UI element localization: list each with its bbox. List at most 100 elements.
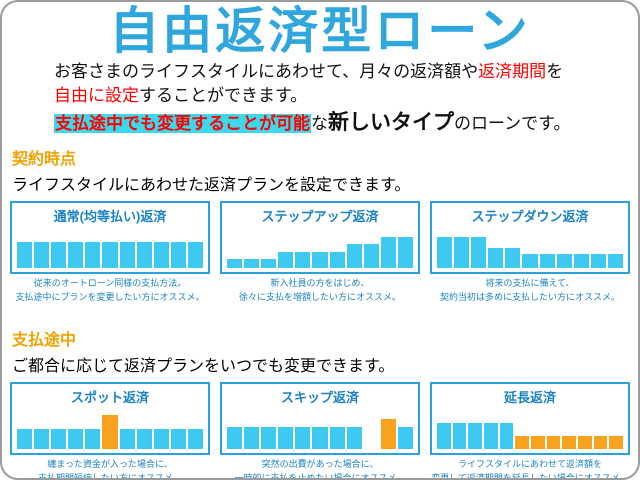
payment-bar: [578, 435, 592, 449]
payment-bar-chart: [222, 225, 418, 272]
payment-bar: [454, 237, 470, 269]
payment-bar: [380, 418, 396, 449]
intro-line-2: 自由に設定することができます。: [54, 84, 630, 108]
payment-bar: [452, 422, 467, 449]
payment-bar: [34, 428, 50, 449]
plan-caption-line: 契約当初は多めに支払したい方にオススメ。: [439, 292, 620, 302]
intro-line-3: 支払途中でも変更することが可能な新しいタイプのローンです。: [54, 108, 630, 138]
plan-caption-line: 一時的に支払を止めたい場合にオススメ。: [234, 472, 406, 480]
payment-bar: [153, 428, 169, 449]
payment-bar: [136, 428, 152, 449]
intro-segment-red: 返済期間: [478, 62, 547, 81]
plan-card-spot: スポット返済 纏まった資金が入った場合に、支払期間短縮したい方にオススメ。: [10, 381, 210, 480]
plan-card-box: スポット返済: [10, 381, 210, 455]
plan-card-step-down: ステップダウン返済 将来の支払に備えて、 契約当初は多めに支払したい方にオススメ。: [430, 201, 630, 305]
payment-bar: [170, 242, 186, 269]
plan-cards-row-2: スポット返済 纏まった資金が入った場合に、支払期間短縮したい方にオススメ。 スキ…: [10, 381, 630, 480]
plan-caption-line: 従来のオートローン同様の支払方法。: [33, 278, 187, 289]
plan-caption-line: 徐々に支払を増額したい方にオススメ。: [238, 292, 401, 302]
payment-bar: [187, 242, 204, 269]
plan-card-title: ステップダウン返済: [471, 209, 589, 225]
plan-card-title: スポット返済: [70, 389, 149, 405]
payment-bar: [68, 242, 84, 269]
plan-caption: 突然の出費があった場合に、一時的に支払を止めたい場合にオススメ。: [220, 458, 420, 480]
plan-caption-line: 突然の出費があった場合に、: [261, 458, 379, 469]
plan-caption-line: 支払途中にプランを変更したい方にオススメ。: [15, 292, 205, 302]
payment-bar: [593, 435, 608, 449]
section-mid-payment: 支払途中 ご都合に応じて返済プランをいつでも変更できます。 スポット返済 纏まっ…: [10, 326, 630, 480]
plan-caption: 従来のオートローン同様の支払方法。支払途中にプランを変更したい方にオススメ。: [10, 277, 210, 305]
payment-bar: [468, 422, 483, 449]
plan-caption-line: 支払期間短縮したい方にオススメ。: [37, 472, 182, 480]
section-contract-time: 契約時点 ライフスタイルにあわせた返済プランを設定できます。 通常(均等払い)返…: [10, 145, 630, 305]
payment-bar-chart: [12, 225, 208, 272]
payment-bar: [51, 428, 67, 449]
intro-line-1: お客さまのライフスタイルにあわせて、月々の返済額や返済期間を: [54, 60, 630, 84]
payment-bar: [244, 426, 260, 449]
payment-bar: [499, 422, 514, 449]
payment-bar: [244, 259, 260, 269]
plan-card-step-up: ステップアップ返済 新入社員の方をはじめ、徐々に支払を増額したい方にオススメ。: [220, 201, 420, 305]
plan-caption-line: 纏まった資金が入った場合に、: [47, 458, 173, 469]
payment-bar: [437, 237, 453, 269]
payment-bar: [609, 435, 624, 449]
payment-bar: [556, 254, 572, 269]
payment-bar: [187, 428, 204, 449]
plan-card-box: ステップダウン返済: [430, 201, 630, 275]
payment-bar: [312, 252, 328, 269]
plan-cards-row-1: 通常(均等払い)返済 従来のオートローン同様の支払方法。支払途中にプランを変更し…: [10, 201, 630, 305]
plan-caption-line: 変更して返済期間を延長したい場合にオススメ。: [431, 472, 629, 480]
payment-bar: [573, 254, 589, 269]
payment-bar: [102, 414, 118, 449]
plan-card-skip: スキップ返済 突然の出費があった場合に、一時的に支払を止めたい場合にオススメ。: [220, 381, 420, 480]
section-subheading: ライフスタイルにあわせた返済プランを設定できます。: [12, 177, 411, 195]
intro-segment: のローンです。: [454, 114, 571, 134]
payment-bar: [295, 426, 311, 449]
page-title: 自由返済型ローン: [109, 3, 531, 59]
payment-bar: [227, 426, 243, 449]
payment-bar-chart: [12, 406, 208, 453]
intro-segment: な: [311, 114, 328, 134]
plan-card-box: スキップ返済: [220, 381, 420, 455]
plan-caption: ライフスタイルにあわせて返済額を変更して返済期間を延長したい場合にオススメ。: [430, 458, 630, 480]
payment-bar: [136, 242, 152, 269]
payment-bar: [34, 242, 50, 269]
payment-bar: [261, 426, 277, 449]
plan-card-normal: 通常(均等払い)返済 従来のオートローン同様の支払方法。支払途中にプランを変更し…: [10, 201, 210, 305]
plan-card-title: 延長返済: [503, 389, 556, 405]
plan-caption-line: ライフスタイルにあわせて返済額を: [457, 458, 602, 469]
plan-card-extension: 延長返済 ライフスタイルにあわせて返済額を変更して返済期間を延長したい場合にオス…: [430, 381, 630, 480]
payment-bar: [590, 254, 606, 269]
payment-bar: [397, 426, 414, 449]
payment-bar: [295, 252, 311, 269]
plan-card-box: ステップアップ返済: [220, 201, 420, 275]
payment-bar: [119, 242, 135, 269]
payment-bar: [153, 242, 169, 269]
payment-bar: [346, 244, 362, 269]
intro-segment: を: [546, 62, 564, 81]
plan-card-title: スキップ返済: [280, 389, 359, 405]
payment-bar: [471, 237, 487, 269]
plan-caption: 纏まった資金が入った場合に、支払期間短縮したい方にオススメ。: [10, 458, 210, 480]
payment-bar: [278, 426, 294, 449]
payment-bar-chart: [432, 406, 628, 453]
plan-card-box: 延長返済: [430, 381, 630, 455]
intro-segment: お客さまのライフスタイルにあわせて、月々の返済額や: [54, 62, 479, 81]
payment-bar: [397, 237, 414, 269]
payment-bar: [227, 259, 243, 269]
payment-bar: [522, 254, 538, 269]
payment-bar: [261, 259, 277, 269]
payment-bar: [85, 242, 101, 269]
payment-bar: [17, 428, 33, 449]
payment-bar: [119, 428, 135, 449]
payment-bar: [329, 252, 345, 269]
intro-segment-red: 自由に設定: [54, 86, 139, 106]
plan-caption: 新入社員の方をはじめ、徐々に支払を増額したい方にオススメ。: [220, 277, 420, 305]
section-subheading: ご都合に応じて返済プランをいつでも変更できます。: [12, 357, 395, 375]
payment-bar: [546, 435, 561, 449]
plan-caption-line: 新入社員の方をはじめ、: [270, 278, 370, 289]
payment-bar: [437, 422, 451, 449]
payment-bar: [505, 248, 521, 269]
plan-card-box: 通常(均等払い)返済: [10, 201, 210, 275]
